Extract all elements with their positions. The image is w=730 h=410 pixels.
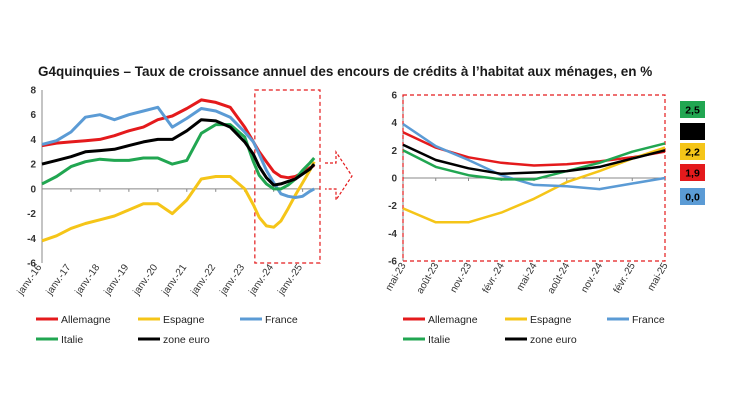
x-tick-label: nov.-24 [579, 261, 605, 295]
y-tick-label: -2 [388, 201, 397, 212]
x-tick-label: janv.-22 [189, 262, 219, 298]
end-value-badges: 2,5 2,0 2,2 1,9 0,0 [680, 101, 705, 205]
x-tick-label: janv.-17 [44, 262, 74, 298]
zoom-arrow [325, 150, 353, 202]
legends: Allemagne Espagne France Italie zone euro All… [36, 314, 665, 346]
y-tick-label: -6 [388, 257, 397, 268]
legend-label-zone-euro: zone euro [530, 334, 577, 346]
x-tick-label: févr.-25 [612, 261, 638, 296]
end-badge-label: 0,0 [685, 192, 700, 204]
y-tick-label: -6 [27, 259, 36, 270]
y-tick-label: 0 [391, 174, 397, 185]
series-line-espagne [402, 146, 666, 224]
y-tick-label: 6 [30, 110, 36, 121]
x-tick-label: janv.-24 [247, 262, 277, 298]
series-line-italie [402, 142, 666, 181]
series-line-italie [41, 123, 316, 191]
series-line-espagne [41, 161, 316, 243]
legend-label-allemagne: Allemagne [428, 314, 478, 326]
end-badge-label: 2,5 [685, 105, 700, 117]
series-line-zone-euro [41, 118, 316, 187]
end-badge-allemagne [680, 164, 705, 181]
end-badge-label: 2,0 [685, 127, 700, 139]
y-tick-label: 2 [391, 146, 397, 157]
end-badge-zone-euro [680, 123, 705, 140]
x-tick-label: janv.-21 [160, 262, 190, 298]
y-tick-label: 8 [30, 86, 36, 97]
legend-label-italie: Italie [428, 334, 450, 346]
x-tick-label: nov.-23 [448, 261, 474, 295]
series-line-zone-euro [402, 143, 666, 176]
legend-label-france: France [265, 314, 298, 326]
x-tick-label: janv.-19 [102, 262, 132, 298]
y-tick-label: -4 [27, 234, 36, 245]
chart-title: G4quinquies – Taux de croissance annuel … [38, 64, 653, 79]
series-line-france [41, 105, 315, 199]
end-badge-france [680, 188, 705, 205]
y-tick-label: 4 [391, 118, 397, 129]
y-tick-label: 2 [30, 160, 36, 171]
end-badge-espagne [680, 143, 705, 160]
x-tick-label: mai-24 [515, 261, 540, 293]
end-badge-italie [680, 101, 705, 118]
legend-label-allemagne: Allemagne [61, 314, 111, 326]
end-badge-label: 2,2 [685, 147, 700, 159]
legend-label-espagne: Espagne [163, 314, 205, 326]
series-line-allemagne [41, 98, 315, 180]
y-tick-label: -2 [27, 209, 36, 220]
y-tick-label: 0 [30, 184, 36, 195]
legend-label-zone-euro: zone euro [163, 334, 210, 346]
end-badge-label: 1,9 [685, 168, 700, 180]
x-tick-label: janv.-23 [218, 262, 248, 298]
series-line-france [402, 122, 666, 191]
x-tick-label: janv.-25 [276, 262, 306, 298]
x-tick-label: mai-25 [646, 261, 671, 293]
y-tick-label: 4 [30, 135, 36, 146]
legend-label-italie: Italie [61, 334, 83, 346]
x-tick-label: août-23 [415, 261, 442, 296]
y-tick-label: -4 [388, 229, 397, 240]
x-tick-label: janv.-20 [131, 262, 161, 298]
x-tick-label: févr.-24 [481, 261, 507, 296]
x-tick-label: août-24 [546, 261, 573, 296]
legend-label-france: France [632, 314, 665, 326]
y-tick-label: 6 [391, 91, 397, 102]
x-tick-label: janv.-18 [73, 262, 103, 298]
legend-label-espagne: Espagne [530, 314, 572, 326]
